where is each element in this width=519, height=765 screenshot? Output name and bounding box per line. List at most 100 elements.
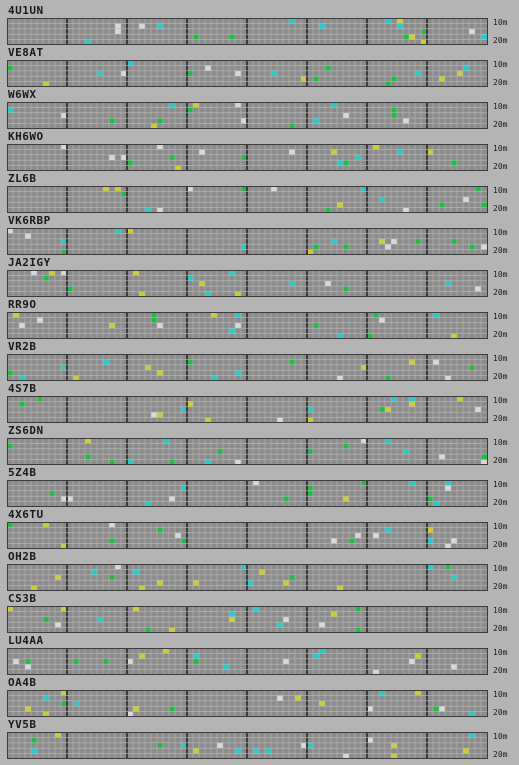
spot-cell (385, 438, 391, 444)
spot-cell (193, 580, 199, 586)
spot-cell (157, 322, 163, 329)
grid-border (7, 144, 488, 171)
spot-cell (331, 238, 337, 245)
beacon-timeline-grid (7, 480, 488, 507)
spot-cell (61, 364, 67, 371)
spot-cell (115, 23, 121, 29)
spot-cell (241, 186, 247, 192)
spot-cell (445, 564, 451, 570)
band-label-20m: 20m (493, 120, 508, 129)
timeline-grid-svg (7, 522, 488, 549)
spot-cell (337, 160, 343, 166)
spot-cell (241, 118, 247, 124)
spot-cell (307, 417, 313, 423)
spot-cell (379, 196, 385, 203)
spot-cell (169, 102, 175, 108)
beacon-timeline-grid (7, 606, 488, 633)
spot-cell (229, 34, 235, 40)
spot-cell (157, 207, 163, 213)
grid-border (7, 648, 488, 675)
beacon-callsign: LU4AA (8, 634, 44, 647)
spot-cell (409, 359, 415, 365)
spot-cell (355, 154, 361, 161)
spot-cell (175, 532, 181, 539)
spot-cell (109, 574, 115, 581)
spot-cell (133, 706, 139, 712)
spot-cell (289, 280, 295, 287)
spot-cell (55, 622, 61, 628)
spot-cell (127, 60, 133, 66)
spot-cell (325, 65, 331, 71)
spot-cell (289, 359, 295, 365)
spot-cell (409, 401, 415, 407)
spot-cell (319, 700, 325, 707)
spot-cell (271, 186, 277, 192)
spot-cell (259, 569, 265, 575)
spot-cell (121, 70, 127, 77)
spot-cell (199, 149, 205, 155)
spot-cell (331, 149, 337, 155)
spot-cell (43, 695, 49, 701)
spot-cell (193, 658, 199, 665)
band-label-20m: 20m (493, 666, 508, 675)
spot-cell (355, 606, 361, 612)
spot-cell (229, 616, 235, 623)
band-label-20m: 20m (493, 456, 508, 465)
spot-cell (61, 690, 67, 696)
spot-cell (241, 154, 247, 161)
band-label-20m: 20m (493, 78, 508, 87)
beacon-timeline-grid (7, 354, 488, 381)
spot-cell (193, 653, 199, 659)
spot-cell (145, 207, 151, 213)
spot-cell (205, 65, 211, 71)
spot-cell (109, 459, 115, 465)
spot-cell (13, 312, 19, 318)
spot-cell (193, 34, 199, 40)
spot-cell (343, 112, 349, 119)
spot-cell (115, 186, 121, 192)
spot-cell (73, 700, 79, 707)
spot-cell (481, 459, 487, 465)
spot-cell (445, 543, 451, 549)
band-label-10m: 10m (493, 144, 508, 153)
spot-cell (103, 359, 109, 365)
spot-cell (451, 333, 457, 339)
spot-cell (325, 280, 331, 287)
spot-cell (43, 81, 49, 87)
spot-cell (109, 154, 115, 161)
spot-cell (265, 748, 271, 754)
beacon-row: ZS6DN 10m 20m (0, 423, 519, 465)
beacon-timeline-grid (7, 438, 488, 465)
beacon-callsign: W6WX (8, 88, 37, 101)
spot-cell (55, 732, 61, 738)
spot-cell (379, 238, 385, 245)
spot-cell (361, 480, 367, 486)
spot-cell (463, 196, 469, 203)
spot-cell (373, 669, 379, 675)
spot-cell (319, 23, 325, 29)
band-label-10m: 10m (493, 396, 508, 405)
spot-cell (283, 616, 289, 623)
spot-cell (133, 606, 139, 612)
spot-cell (319, 648, 325, 654)
spot-cell (403, 34, 409, 40)
band-label-20m: 20m (493, 330, 508, 339)
spot-cell (139, 23, 145, 29)
spot-cell (235, 748, 241, 754)
spot-cell (313, 653, 319, 659)
spot-cell (25, 706, 31, 712)
spot-cell (289, 123, 295, 129)
spot-cell (433, 501, 439, 507)
spot-cell (379, 406, 385, 413)
spot-cell (151, 312, 157, 318)
spot-cell (463, 65, 469, 71)
spot-cell (223, 664, 229, 670)
spot-cell (175, 165, 181, 171)
band-label-10m: 10m (493, 186, 508, 195)
beacon-callsign: OH2B (8, 550, 37, 563)
grid-border (7, 396, 488, 423)
beacon-callsign: VK6RBP (8, 214, 51, 227)
spot-cell (385, 527, 391, 533)
spot-cell (385, 406, 391, 413)
spot-cell (61, 249, 67, 255)
